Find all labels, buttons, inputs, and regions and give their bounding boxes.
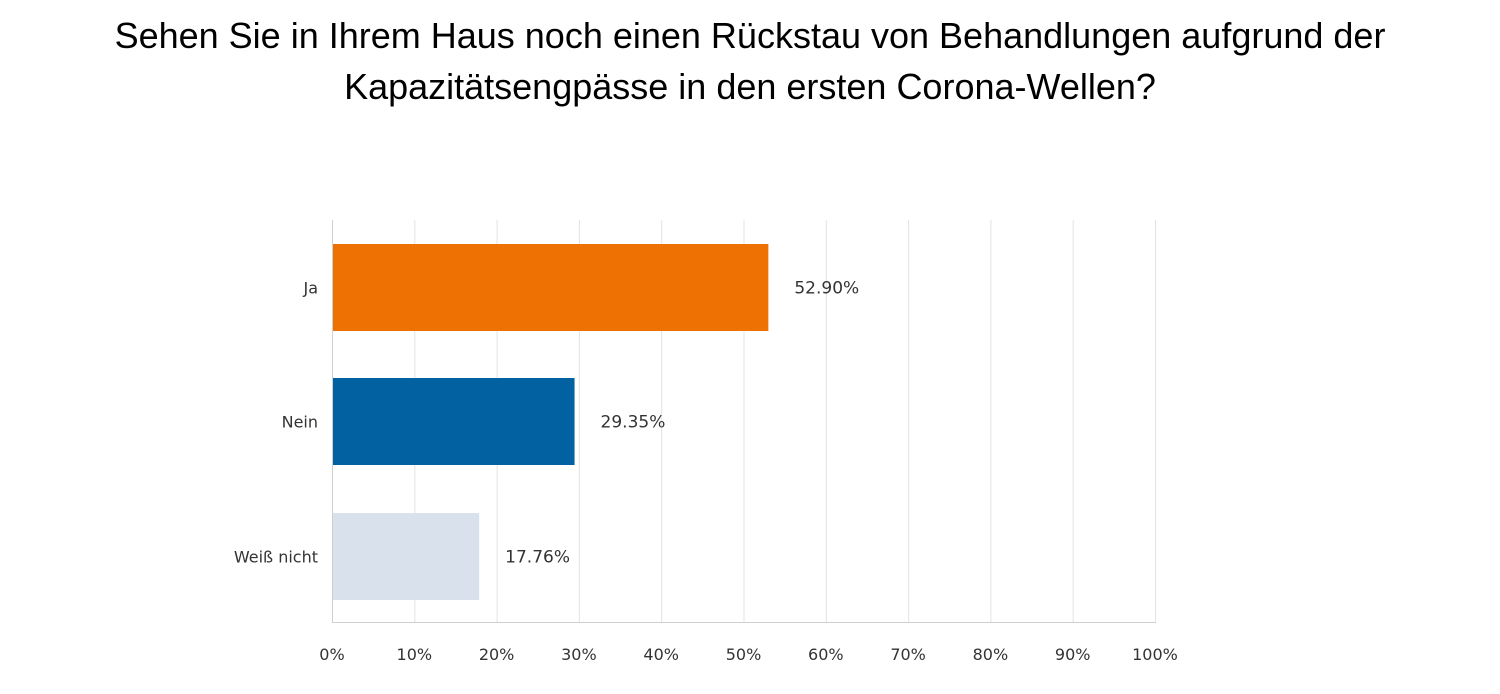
- data-label: 29.35%: [601, 413, 666, 433]
- labels: Ja 52.90% Nein 29.35% Weiß nicht 17.76%: [234, 279, 859, 568]
- bar: [333, 513, 480, 600]
- x-tick-label: 60%: [808, 645, 844, 664]
- category-label: Ja: [302, 279, 318, 298]
- axes: 0% 10% 20% 30% 40% 50% 60% 70% 80% 90% 100%: [319, 220, 1178, 664]
- bars: [333, 244, 769, 600]
- bar: [333, 244, 769, 331]
- x-tick-label: 40%: [643, 645, 679, 664]
- x-tick-label: 80%: [973, 645, 1009, 664]
- x-tick-label: 70%: [890, 645, 926, 664]
- chart-title: Sehen Sie in Ihrem Haus noch einen Rücks…: [0, 10, 1500, 112]
- x-tick-label: 0%: [319, 645, 344, 664]
- x-tick-label: 30%: [561, 645, 597, 664]
- category-label: Weiß nicht: [234, 548, 318, 567]
- data-label: 17.76%: [505, 548, 570, 568]
- category-label: Nein: [282, 413, 318, 432]
- bar: [333, 378, 575, 465]
- x-tick-label: 100%: [1132, 645, 1178, 664]
- x-tick-label: 20%: [479, 645, 515, 664]
- chart-title-line-1: Sehen Sie in Ihrem Haus noch einen Rücks…: [114, 15, 1386, 56]
- x-tick-label: 90%: [1055, 645, 1091, 664]
- x-tick-label: 10%: [397, 645, 433, 664]
- x-tick-label: 50%: [726, 645, 762, 664]
- data-label: 52.90%: [794, 279, 859, 299]
- chart-title-line-2: Kapazitätsengpässe in den ersten Corona-…: [344, 66, 1156, 107]
